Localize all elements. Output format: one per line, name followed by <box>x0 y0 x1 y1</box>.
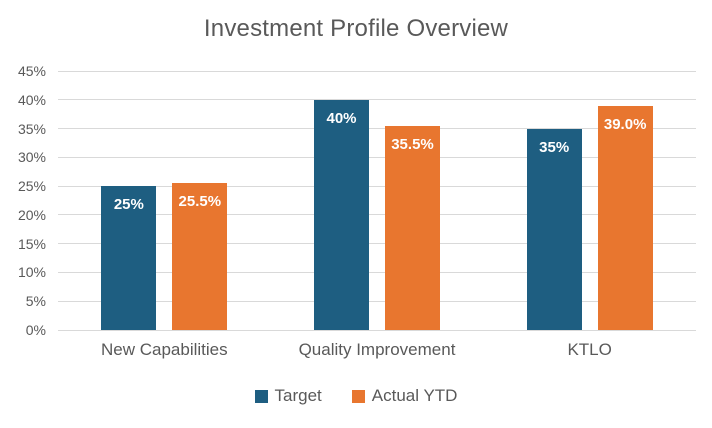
bar-data-label: 25.5% <box>178 193 222 211</box>
bar-data-label: 39.0% <box>603 115 647 133</box>
category-label: New Capabilities <box>101 340 228 359</box>
y-axis-tick-label: 45% <box>17 63 46 79</box>
grid-line <box>58 156 696 158</box>
grid-line <box>58 185 696 187</box>
bar-data-label: 35% <box>539 138 570 156</box>
grid-line <box>58 214 696 216</box>
grid-line <box>58 329 696 331</box>
grid-line <box>58 70 696 72</box>
x-axis: New Capabilities Quality Improvement KTLO <box>58 340 696 362</box>
bar-data-label: 40% <box>326 109 357 127</box>
legend-swatch-target <box>254 389 268 403</box>
legend-item-actual-ytd: Actual YTD <box>351 386 458 406</box>
bar-actual-ytd: 25.5% <box>172 183 228 330</box>
grid-line <box>58 243 696 245</box>
bar-data-label: 25% <box>113 196 144 214</box>
chart-title: Investment Profile Overview <box>203 15 509 42</box>
y-axis-tick-label: 30% <box>17 149 46 166</box>
bar-data-label: 35.5% <box>391 135 434 153</box>
legend-label: Target <box>274 386 322 405</box>
y-axis: 0% 5% 10% 15% 20% 25% 30% 35% 40% 45% <box>0 64 46 337</box>
grid-line <box>58 300 696 302</box>
category-label: KTLO <box>567 340 612 359</box>
y-axis-tick-label: 20% <box>17 206 46 223</box>
y-axis-tick-label: 25% <box>17 178 46 195</box>
grid-line <box>58 128 696 130</box>
legend-swatch-actual-ytd <box>351 389 365 403</box>
grid-line <box>58 99 696 101</box>
y-axis-tick-label: 40% <box>17 91 46 108</box>
y-axis-tick-label: 10% <box>17 264 46 281</box>
plot-area: 25% 25.5% 40% 35.5% 35% 39.0% <box>58 70 696 331</box>
legend-label: Actual YTD <box>371 386 458 405</box>
legend-item-target: Target <box>254 386 322 406</box>
bar-target: 35% <box>526 128 582 330</box>
y-axis-tick-label: 15% <box>17 235 46 252</box>
y-axis-tick-label: 5% <box>25 293 46 310</box>
bar-actual-ytd: 39.0% <box>597 105 653 330</box>
category-label: Quality Improvement <box>298 340 456 359</box>
y-axis-tick-label: 0% <box>25 322 46 338</box>
bar-target: 25% <box>101 186 157 330</box>
bar-actual-ytd: 35.5% <box>385 125 440 330</box>
y-axis-tick-label: 35% <box>17 120 46 137</box>
bar-target: 40% <box>314 99 369 330</box>
grid-line <box>58 271 696 273</box>
legend: Target Actual YTD <box>0 386 712 406</box>
